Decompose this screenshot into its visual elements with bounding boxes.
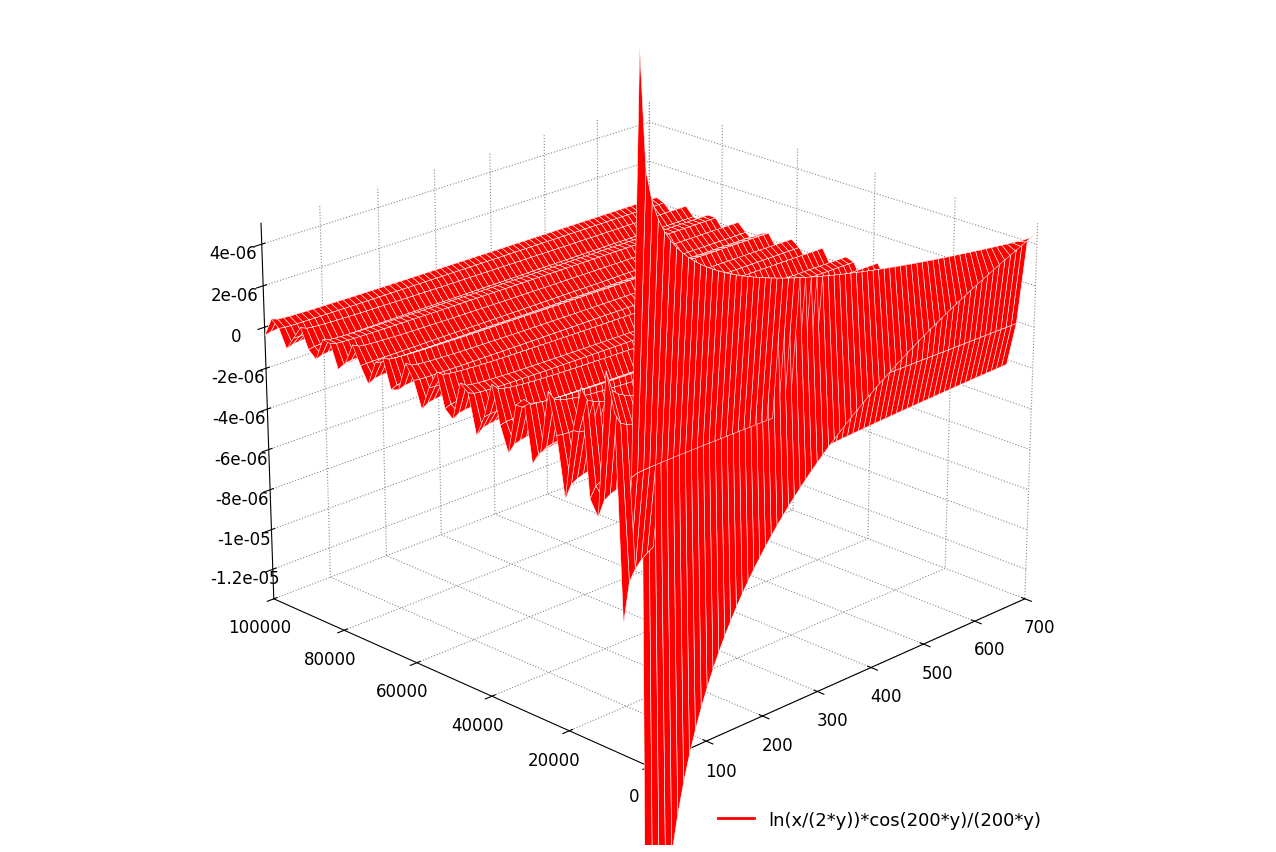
Legend: ln(x/(2*y))*cos(200*y)/(200*y): ln(x/(2*y))*cos(200*y)/(200*y) (711, 803, 1049, 836)
